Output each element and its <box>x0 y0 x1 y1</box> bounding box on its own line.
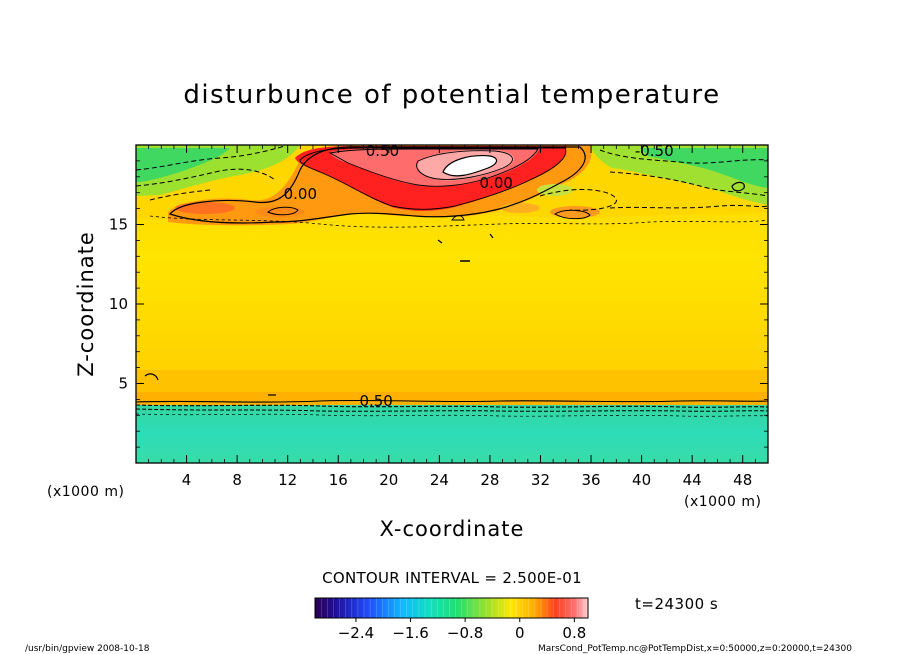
contour-neg-left-2 <box>136 168 276 187</box>
contour-speck-5 <box>489 233 494 239</box>
x-axis-unit-right: (x1000 m) <box>684 494 761 510</box>
colorbar-tick-label: −1.6 <box>392 624 428 642</box>
contour-label: 0.50 <box>359 392 392 410</box>
heatmap-orange-blob-right <box>550 206 600 218</box>
x-axis-label: X-coordinate <box>380 517 525 541</box>
colorbar-frame <box>314 597 589 619</box>
contour-interface-3 <box>136 408 768 412</box>
contour-neg-right-1 <box>599 149 768 164</box>
contour-neg-right-2 <box>609 171 768 197</box>
contour-label: 0.50 <box>366 142 399 160</box>
contour-zero-upper <box>168 146 586 224</box>
contour-pos-inner-1 <box>299 147 567 210</box>
footer-left: /usr/bin/gpview 2008-10-18 <box>25 644 150 654</box>
contour-loop-2 <box>451 215 465 221</box>
heatmap-warm-peak <box>442 155 498 177</box>
x-tick-label: 32 <box>531 471 550 489</box>
colorbar-ticks: −2.4 −1.6 −0.8 0 0.8 <box>338 618 586 642</box>
y-tick-label: 5 <box>118 375 128 393</box>
contour-interface-2 <box>136 404 768 408</box>
x-axis-unit-left: (x1000 m) <box>47 484 124 500</box>
heatmap-green-spot <box>537 184 573 196</box>
contour-speck-4 <box>437 239 443 244</box>
contour-lines <box>136 145 768 417</box>
chart-title: disturbunce of potential temperature <box>183 80 720 110</box>
colorbar: −2.4 −1.6 −0.8 0 0.8 <box>314 597 589 642</box>
heatmap-orange-blob-far <box>500 203 540 213</box>
contour-interval-text: CONTOUR INTERVAL = 2.500E-01 <box>322 569 582 587</box>
heatmap-orange-blob-mid <box>255 207 305 217</box>
contour-neg-right-3 <box>539 189 617 211</box>
x-tick-label: 4 <box>182 471 192 489</box>
contour-speck-2 <box>144 373 159 381</box>
x-tick-label: 36 <box>581 471 600 489</box>
y-axis-ticks: 5 10 15 <box>109 160 768 448</box>
x-tick-label: 44 <box>683 471 702 489</box>
footer-right: MarsCond_PotTemp.nc@PotTempDist,x=0:5000… <box>538 644 852 654</box>
contour-upper-edge <box>149 215 768 228</box>
contour-pos-inner-3 <box>416 150 513 180</box>
contour-neg-right-5 <box>731 181 745 192</box>
y-axis-label: Z-coordinate <box>74 231 98 377</box>
colorbar-tick-label: −0.8 <box>447 624 483 642</box>
heatmap-lower-layer <box>136 405 768 463</box>
contour-neg-left-1 <box>136 145 286 171</box>
contour-pos-inner-2 <box>328 148 539 187</box>
heatmap-cool-left-inner <box>136 148 230 182</box>
contour-labels: 0.50 -0.50 0.00 0.00 0.50 <box>284 142 674 410</box>
contour-loop-1 <box>554 209 591 220</box>
x-tick-label: 40 <box>632 471 651 489</box>
contour-loop-3 <box>267 206 299 216</box>
contour-neg-right-4 <box>609 204 768 209</box>
contour-label: 0.00 <box>284 185 317 203</box>
x-axis-ticks: 4 8 12 16 20 24 28 32 36 40 44 48 <box>148 145 756 489</box>
colorbar-divisions <box>315 598 588 618</box>
heatmap-interior-base-2 <box>136 392 768 405</box>
colorbar-tick-label: 0.8 <box>562 624 586 642</box>
y-tick-label: 15 <box>109 216 128 234</box>
contour-interface-1 <box>136 399 768 403</box>
heatmap-cool-right-inner <box>640 148 768 188</box>
colorbar-tick-label: 0 <box>515 624 525 642</box>
x-tick-label: 20 <box>379 471 398 489</box>
x-tick-label: 28 <box>480 471 499 489</box>
y-tick-label: 10 <box>109 295 128 313</box>
x-tick-label: 8 <box>232 471 242 489</box>
x-tick-label: 12 <box>278 471 297 489</box>
heatmap-orange-blob-left <box>175 202 235 214</box>
contour-label: -0.50 <box>635 142 674 160</box>
x-tick-label: 48 <box>733 471 752 489</box>
x-tick-label: 24 <box>430 471 449 489</box>
contour-label: 0.00 <box>480 174 513 192</box>
x-tick-label: 16 <box>329 471 348 489</box>
colorbar-tick-label: −2.4 <box>338 624 374 642</box>
time-label: t=24300 s <box>635 595 718 613</box>
plot-area: 0.50 -0.50 0.00 0.00 0.50 <box>136 142 768 463</box>
